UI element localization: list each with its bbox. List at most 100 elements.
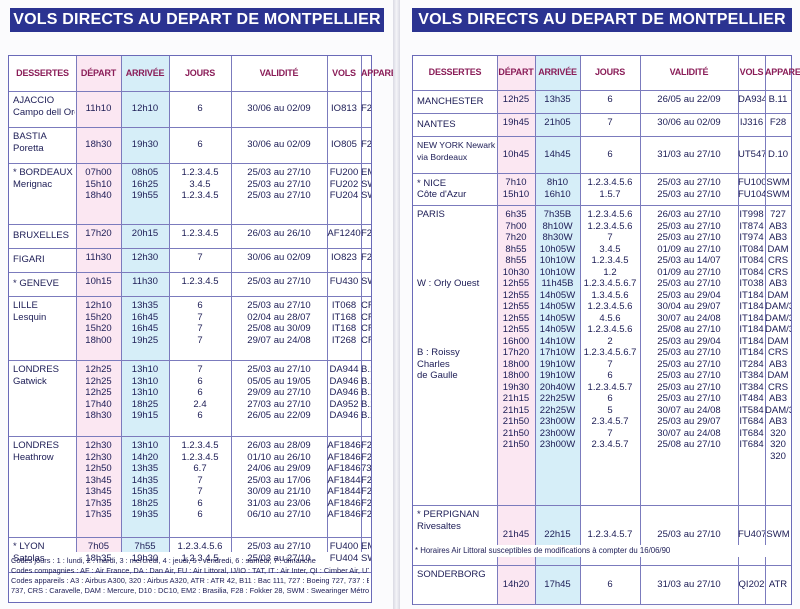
schedule-dep: 14h20: [502, 578, 530, 590]
column-divider: [361, 56, 362, 552]
column-divider: [738, 56, 739, 604]
destination-name: NANTES: [417, 118, 456, 130]
schedule-app: B.11: [768, 94, 788, 105]
column-divider: [76, 56, 77, 552]
row-divider: [413, 505, 791, 506]
row-divider: [9, 127, 371, 128]
row-divider: [9, 296, 371, 297]
schedule-arr: 8h10 16h10: [544, 177, 571, 200]
schedule-arr: 19h30: [131, 139, 159, 151]
schedule-val: 25/03 au 27/10 05/05 au 19/05 29/09 au 2…: [247, 364, 311, 421]
schedule-dep: 11h10: [85, 103, 112, 115]
header-arrivee: ARRIVÉE: [125, 67, 165, 78]
schedule-val: 30/06 au 02/09: [247, 139, 311, 151]
row-divider: [413, 205, 791, 206]
schedule-dep: 21h45: [502, 529, 530, 541]
arrivee-column-bg: [535, 56, 580, 604]
schedule-jours: 6: [607, 148, 613, 160]
destination-name: NEW YORK Newark via Bordeaux: [417, 140, 496, 162]
schedule-app: EM2 SWM SWM: [361, 167, 371, 201]
destination-name: LILLE Lesquin: [13, 300, 47, 323]
destination-name: LONDRES Heathrow: [13, 440, 59, 463]
header-appareils: APPAREILS: [361, 67, 393, 78]
schedule-dep: 11h30: [85, 252, 112, 263]
schedule-arr: 12h30: [131, 252, 159, 263]
schedule-arr: 22h15: [544, 529, 571, 541]
row-divider: [9, 248, 371, 249]
destination-name: BRUXELLES: [13, 230, 69, 242]
schedule-vols: AF1240: [327, 228, 361, 239]
column-divider: [169, 56, 170, 552]
destination-name: * NICE Côte d'Azur: [417, 177, 467, 201]
left-page: VOLS DIRECTS AU DEPART DE MONTPELLIER DE…: [0, 0, 393, 609]
right-timetable: DESSERTES DÉPART ARRIVÉE JOURS VALIDITÉ VOLS A…: [412, 55, 800, 605]
depart-column-bg: [497, 56, 535, 604]
schedule-val: 26/03 au 27/10 25/03 au 27/10 25/03 au 2…: [657, 209, 721, 450]
schedule-jours: 7: [197, 252, 203, 263]
schedule-app: F28: [361, 252, 371, 263]
schedule-val: 26/03 au 26/10: [247, 228, 311, 239]
header-dessertes: DESSERTES: [428, 67, 482, 77]
schedule-dep: 12h10 15h20 15h20 18h00: [85, 300, 112, 346]
schedule-app: F28: [361, 139, 371, 151]
schedule-app: CRS CRS CRS CRS: [361, 300, 371, 346]
row-divider: [9, 272, 371, 273]
schedule-jours: 1.2.3.4.5 3.4.5 1.2.3.4.5: [181, 167, 219, 201]
destination-name: AJACCIO Campo dell Oro: [13, 95, 75, 118]
schedule-arr: 13h10 13h10 13h10 18h25 19h15: [131, 364, 159, 421]
schedule-app: F28: [361, 103, 371, 115]
row-divider: [9, 537, 371, 538]
schedule-arr: 20h15: [131, 228, 159, 239]
schedule-val: 26/05 au 22/09: [657, 94, 721, 105]
row-divider: [413, 173, 791, 174]
destination-name: LONDRES Gatwick: [13, 364, 59, 387]
schedule-app: D.10: [767, 148, 789, 160]
schedule-arr: 7h55 19h30: [131, 541, 159, 564]
schedule-val: 31/03 au 27/10: [657, 148, 721, 160]
schedule-jours: 7 6 6 2.4 6: [193, 364, 207, 421]
row-divider: [9, 360, 371, 361]
header-vols: VOLS: [739, 67, 764, 77]
schedule-jours: 1.2.3.4.5.6 1.2.3.4.5.6 7 3.4.5 1.2.3.4.…: [583, 209, 637, 450]
left-timetable: DESSERTES DÉPART ARRIVÉE JOURS VALIDITÉ VOLS A…: [8, 55, 393, 603]
arrivee-column-bg: [121, 56, 169, 552]
schedule-val: 30/06 au 02/09: [247, 103, 311, 115]
destination-name: FIGARI: [13, 254, 45, 266]
schedule-jours: 1.2.3.4.5: [181, 276, 219, 287]
schedule-app: 727 AB3 AB3 DAM CRS CRS AB3 DAM DAM/320 …: [765, 209, 791, 462]
header-jours: JOURS: [184, 67, 215, 78]
schedule-jours: 1.2.3.4.5: [181, 228, 219, 239]
row-divider: [9, 224, 371, 225]
page-banner: VOLS DIRECTS AU DEPART DE MONTPELLIER: [10, 8, 384, 32]
column-divider: [231, 56, 232, 552]
row-divider: [413, 604, 791, 605]
schedule-jours: 6 7 7 7: [197, 300, 203, 346]
schedule-jours: 6: [607, 578, 613, 590]
schedule-arr: 12h10: [131, 103, 159, 115]
schedule-dep: 7h10 15h10: [502, 177, 530, 200]
schedule-dep: 7h05 18h35: [85, 541, 112, 564]
schedule-vols: IO805: [331, 139, 357, 151]
schedule-arr: 17h45: [544, 578, 571, 590]
depart-column-bg: [76, 56, 121, 552]
destination-name: * PERPIGNAN Rivesaltes: [417, 509, 480, 532]
schedule-jours: 6: [197, 103, 203, 115]
schedule-jours: 1.2.3.4.5.6 1.5.7: [587, 177, 633, 200]
schedule-dep: 17h20: [85, 228, 112, 239]
codes-legend-line: Codes jours : 1 : lundi, 2 : mardi, 3 : …: [11, 556, 316, 565]
schedule-val: 25/03 au 27/10 25/03 au 27/10: [247, 541, 311, 564]
schedule-val: 25/03 au 27/10 02/04 au 28/07 25/08 au 3…: [247, 300, 311, 346]
schedule-jours: 1.2.3.4.5.7: [587, 529, 633, 541]
header-validite: VALIDITÉ: [669, 67, 709, 77]
schedule-app: ATR: [768, 578, 788, 590]
schedule-vols: FU430: [329, 276, 359, 287]
destination-name: SONDERBORG: [417, 569, 486, 580]
schedule-app: EM2 SWM: [361, 541, 371, 564]
schedule-jours: 7: [607, 117, 613, 128]
header-jours: JOURS: [594, 67, 625, 77]
schedule-dep: 12h25 12h25 12h25 17h40 18h30: [85, 364, 112, 421]
row-divider: [9, 163, 371, 164]
destination-name: MANCHESTER: [417, 95, 484, 107]
destination-name: PARIS W : Orly Ouest B : Roissy Charles …: [417, 209, 480, 381]
codes-legend-line: Codes compagnies : AF : Air France, DA :…: [11, 566, 369, 575]
